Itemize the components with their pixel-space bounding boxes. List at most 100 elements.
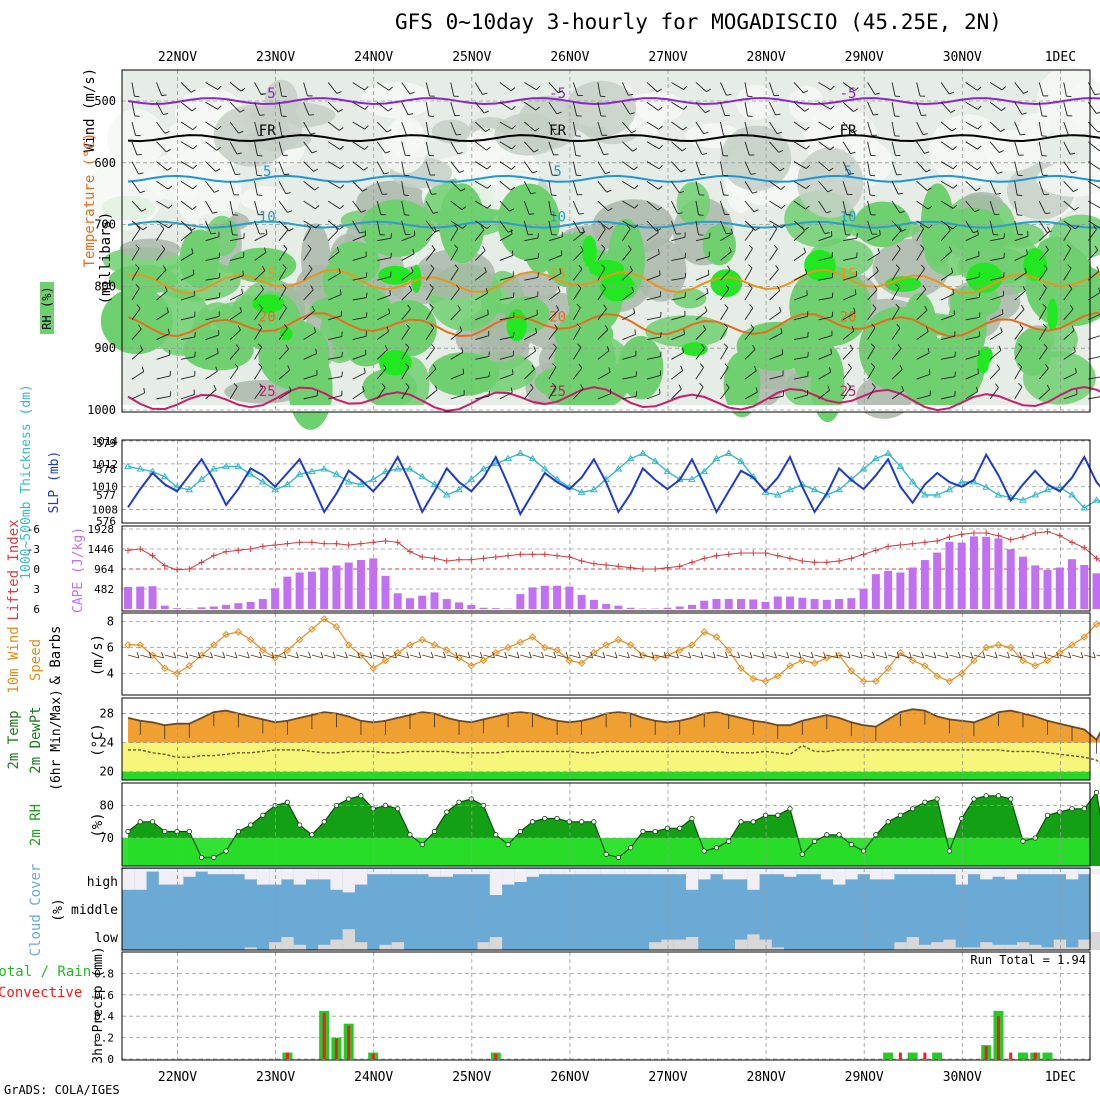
wind-barb-flag: [359, 231, 365, 234]
cape-tick-label: 964: [94, 563, 114, 576]
wind-barb-flag: [657, 88, 662, 93]
wind-barb: [720, 141, 724, 156]
wind-barb: [1014, 102, 1023, 115]
wind-barb: [646, 296, 661, 301]
wind-barb: [278, 200, 288, 213]
wind-barb-10m: [446, 654, 458, 659]
rh2m-marker: [468, 796, 474, 802]
wind-barb-flag: [282, 264, 287, 269]
thickness-marker: [859, 465, 868, 472]
wind-barb: [401, 220, 406, 235]
wind-barb-flag: [850, 151, 856, 155]
rh2m-marker: [137, 819, 143, 825]
rh-contour-region: [618, 335, 664, 400]
wind-barb: [425, 287, 434, 301]
rh-contour-region: [381, 120, 428, 174]
li-marker: [713, 552, 720, 559]
wind-barb-flag: [949, 91, 955, 95]
wind-speed-marker: [994, 641, 1003, 649]
cape-bar: [614, 605, 623, 609]
cape-bar: [320, 567, 329, 609]
wind-barb-flag: [236, 152, 242, 155]
wind-barb-flag: [1021, 112, 1027, 115]
wind-barb-10m-flag: [148, 651, 152, 659]
wind-barb-10m: [569, 654, 581, 659]
wind-barb: [328, 395, 342, 400]
rh2m-marker: [395, 806, 401, 812]
wind-barb-flag: [805, 268, 807, 275]
wind-barb: [548, 347, 557, 360]
isotherm-line: [127, 220, 1100, 229]
thickness-marker: [393, 465, 402, 472]
upper-air-panel: [121, 69, 1091, 413]
thickness-marker: [209, 465, 218, 472]
wind-barb: [597, 248, 606, 261]
wind-speed-marker: [957, 669, 966, 678]
wind-barb-flag: [511, 105, 516, 110]
wind-barb-flag: [135, 284, 140, 289]
wind-barb: [1014, 309, 1025, 321]
wind-barb: [156, 333, 170, 340]
wind-barb: [278, 369, 291, 380]
wind-barb-flag: [1047, 226, 1051, 232]
cloud-high-gap: [1029, 869, 1042, 875]
wind-barb: [352, 101, 366, 110]
li-marker: [590, 560, 597, 567]
wind-barb: [744, 328, 755, 340]
precip-convective-bar: [996, 1016, 1000, 1059]
wind-barb-flag: [1001, 309, 1004, 315]
cloud-high-gap: [489, 869, 503, 895]
rh2m-marker: [211, 854, 217, 861]
thickness-marker: [442, 491, 451, 498]
wind-barb: [769, 354, 783, 360]
wind-barb: [205, 101, 218, 110]
wind-barb-flag: [631, 286, 635, 292]
wind-barb: [818, 316, 833, 321]
wind-barb-10m: [556, 654, 569, 659]
wind-barb-flag: [776, 285, 781, 291]
wind-barb: [401, 271, 414, 281]
wind-barb-flag: [191, 206, 197, 210]
cloud-low-bar: [244, 947, 257, 950]
cape-bar: [982, 536, 991, 609]
wind-barb-10m-flag: [222, 651, 226, 659]
wind-barb: [131, 392, 145, 400]
wind-barb-flag: [480, 225, 485, 230]
wind-barb-flag: [210, 232, 216, 235]
thickness-marker: [933, 491, 942, 498]
wind-barb-flag: [606, 346, 610, 351]
wind-barb-10m: [311, 654, 324, 659]
wind-barb: [720, 288, 730, 301]
wind-barb-flag: [287, 210, 293, 213]
li-marker: [296, 539, 303, 546]
isotherm-label: 10: [549, 210, 566, 226]
wind-barb: [1038, 181, 1045, 195]
wind-barb: [793, 273, 807, 281]
li-marker: [186, 566, 193, 572]
cape-bar: [405, 598, 414, 609]
wind-barb: [303, 395, 318, 400]
wind-barb: [278, 181, 287, 194]
rh2m-marker: [235, 828, 241, 835]
rh-contour-region: [645, 315, 727, 348]
rh2m-marker: [946, 848, 953, 854]
wind-barb-flag: [632, 148, 638, 152]
wind-barb-flag: [605, 171, 611, 174]
wind-barb-10m: [1035, 654, 1047, 659]
precip-convective-bar: [923, 1052, 927, 1059]
wind-barb: [646, 161, 660, 170]
wind-barb: [989, 181, 997, 195]
wind-barb-flag: [804, 108, 810, 112]
cloud-high-gap: [403, 869, 417, 875]
wind-barb: [376, 161, 385, 175]
cloud-high-gap: [158, 869, 172, 885]
wind-barb: [523, 387, 534, 400]
wind-barb: [573, 250, 584, 261]
wind-barb: [818, 82, 831, 91]
wind-barb: [842, 348, 854, 360]
wind-barb-flag: [603, 304, 607, 310]
wind-barb: [744, 307, 754, 321]
wind-barb-flag: [896, 323, 901, 329]
wind-barb-flag: [683, 85, 688, 90]
wind-barb-flag: [364, 145, 369, 150]
